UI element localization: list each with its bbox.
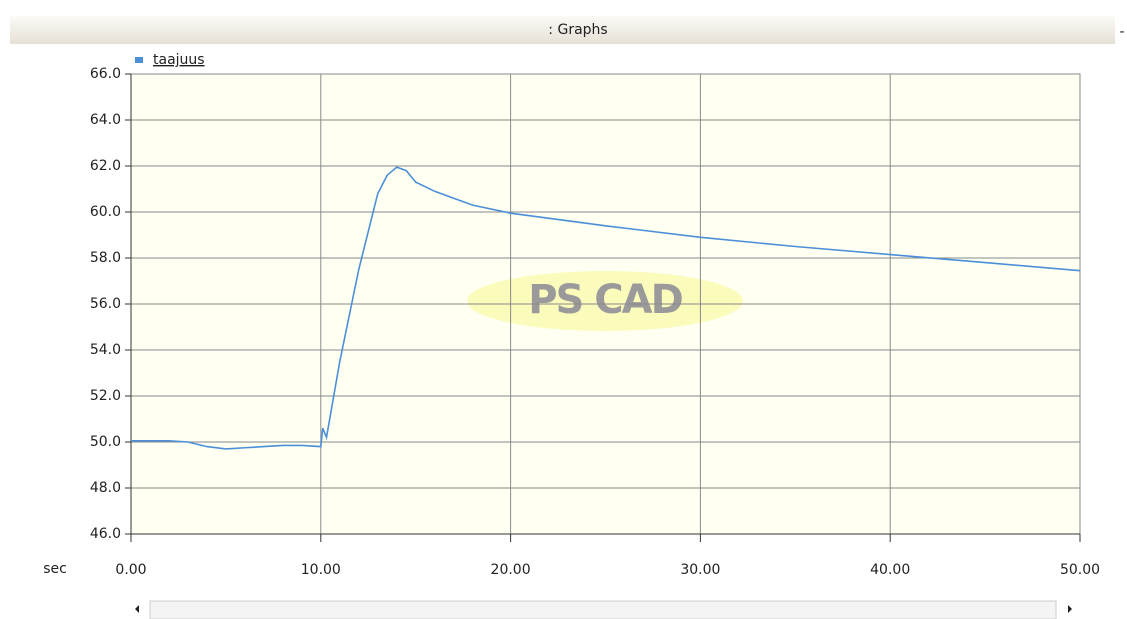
y-tick-label: 54.0: [90, 342, 121, 358]
y-tick-label: 64.0: [90, 112, 121, 128]
series-line: [131, 166, 1081, 450]
x-tick-label: 30.00: [680, 562, 720, 578]
y-tick-label: 58.0: [90, 250, 121, 266]
y-tick-label: 66.0: [90, 66, 121, 82]
scroll-left[interactable]: [135, 605, 139, 613]
watermark: PS CAD: [528, 277, 682, 323]
title-bar: [10, 16, 1115, 44]
legend-label: taajuus: [153, 52, 205, 68]
watermark-ellipse: [467, 271, 743, 331]
y-tick-label: 62.0: [90, 158, 121, 174]
x-tick-label: 40.00: [870, 562, 910, 578]
minimize-button[interactable]: -: [1119, 24, 1124, 40]
y-tick-label: 56.0: [90, 296, 121, 312]
y-tick-label: 46.0: [90, 526, 121, 542]
x-tick-label: 50.00: [1060, 562, 1100, 578]
y-tick-label: 48.0: [90, 480, 121, 496]
scrollbar-track[interactable]: [149, 600, 1057, 619]
y-tick-label: 52.0: [90, 388, 121, 404]
window-title: : Graphs: [548, 22, 607, 38]
legend-swatch: [135, 57, 143, 63]
x-tick-label: 0.00: [115, 562, 146, 578]
x-axis-label: sec: [43, 561, 67, 577]
x-tick-label: 10.00: [301, 562, 341, 578]
y-tick-label: 50.0: [90, 434, 121, 450]
y-tick-label: 60.0: [90, 204, 121, 220]
x-tick-label: 20.00: [491, 562, 531, 578]
scroll-right[interactable]: [1068, 605, 1072, 613]
